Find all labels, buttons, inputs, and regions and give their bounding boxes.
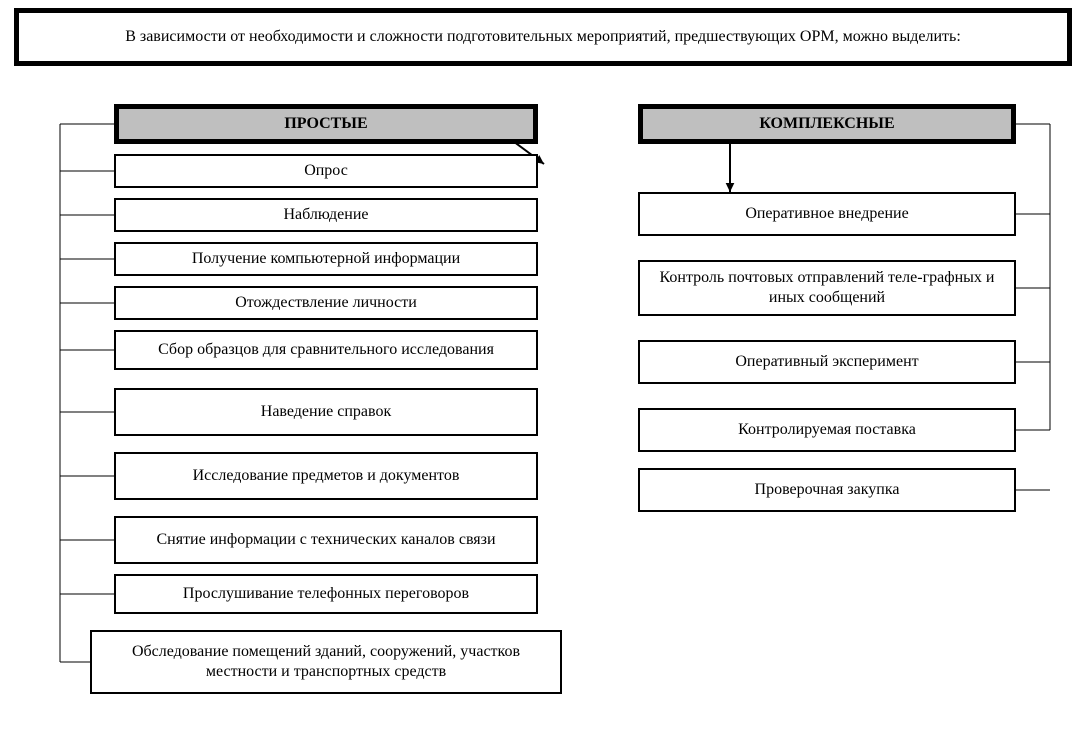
left-item-2: Получение компьютерной информации [114, 242, 538, 276]
right-item-4: Проверочная закупка [638, 468, 1016, 512]
header-simple: ПРОСТЫЕ [114, 104, 538, 144]
header-complex: КОМПЛЕКСНЫЕ [638, 104, 1016, 144]
left-item-8: Прослушивание телефонных переговоров [114, 574, 538, 614]
left-item-7: Снятие информации с технических каналов … [114, 516, 538, 564]
right-item-1: Контроль почтовых отправлений теле-графн… [638, 260, 1016, 316]
left-item-6: Исследование предметов и документов [114, 452, 538, 500]
left-item-1: Наблюдение [114, 198, 538, 232]
left-item-5: Наведение справок [114, 388, 538, 436]
left-item-0: Опрос [114, 154, 538, 188]
diagram-stage: В зависимости от необходимости и сложнос… [0, 0, 1088, 750]
right-item-2: Оперативный эксперимент [638, 340, 1016, 384]
left-item-9: Обследование помещений зданий, сооружени… [90, 630, 562, 694]
right-item-0: Оперативное внедрение [638, 192, 1016, 236]
left-item-3: Отождествление личности [114, 286, 538, 320]
right-item-3: Контролируемая поставка [638, 408, 1016, 452]
left-item-4: Сбор образцов для сравнительного исследо… [114, 330, 538, 370]
title-box: В зависимости от необходимости и сложнос… [14, 8, 1072, 66]
